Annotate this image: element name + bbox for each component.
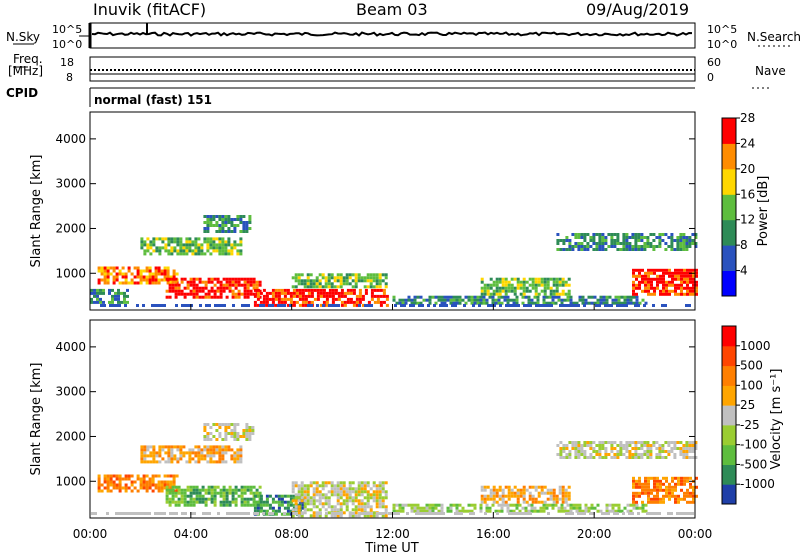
x-tick-label: 08:00 (274, 527, 309, 541)
range-time-band (97, 266, 179, 285)
colorbar-segment (722, 345, 736, 367)
velocity-panel: 1000 2000 3000 4000 Slant Range [km] 1000 50… (29, 304, 784, 554)
colorbar-segment (722, 168, 736, 195)
range-time-band (392, 503, 648, 513)
nsky-series (91, 31, 693, 37)
colorbar-tick-label: -25 (740, 418, 760, 432)
colorbar-segment (722, 385, 736, 406)
range-time-band (291, 273, 388, 289)
nsearch-tick-top: 10^5 (707, 23, 737, 36)
x-tick-label: 20:00 (577, 527, 612, 541)
ground-scatter-strip (100, 304, 691, 307)
y-tick-label: 3000 (55, 385, 86, 399)
colorbar-segment (722, 444, 736, 465)
colorbar-segment (722, 219, 736, 246)
colorbar-tick-label: -500 (740, 457, 767, 471)
range-time-band (480, 277, 571, 296)
y-tick-label: 2000 (55, 429, 86, 443)
nave-tick-bottom: 0 (707, 71, 714, 84)
colorbar-segment (722, 484, 736, 505)
x-tick-label: 00:00 (73, 527, 108, 541)
colorbar-segment (722, 405, 736, 426)
velocity-colorbar-label: Velocity [m s⁻¹] (769, 369, 784, 470)
y-tick-label: 4000 (55, 132, 86, 146)
range-time-band (291, 481, 388, 518)
date-title: 09/Aug/2019 (586, 0, 690, 19)
colorbar-tick-label: 4 (740, 264, 748, 278)
colorbar-tick-label: 12 (740, 213, 755, 227)
velocity-ylabel: Slant Range [km] (29, 363, 44, 476)
colorbar-segment (722, 270, 736, 297)
y-tick-label: 3000 (55, 177, 86, 191)
power-ylabel: Slant Range [km] (29, 155, 44, 268)
colorbar-tick-label: 28 (740, 111, 755, 125)
y-tick-label: 1000 (55, 474, 86, 488)
nave-label: Nave (755, 64, 786, 78)
colorbar-segment (722, 365, 736, 386)
colorbar-tick-label: 16 (740, 187, 755, 201)
colorbar-tick-label: 25 (740, 398, 755, 412)
range-time-band (90, 288, 129, 304)
colorbar-tick-label: 100 (740, 378, 763, 392)
colorbar-segment (722, 143, 736, 170)
freq-tick-bottom: 8 (66, 71, 73, 84)
range-time-band (97, 474, 179, 493)
y-tick-label: 4000 (55, 340, 86, 354)
nsearch-tick-bottom: 10^0 (707, 38, 737, 51)
nsky-label: N.Sky (6, 30, 41, 44)
nsky-tick-top: 10^5 (52, 23, 82, 36)
x-tick-label: 04:00 (174, 527, 209, 541)
cpid-label: CPID (6, 86, 39, 100)
range-time-band (140, 445, 243, 464)
colorbar-tick-label: 20 (740, 162, 755, 176)
y-tick-label: 1000 (55, 266, 86, 280)
nsky-strip: 10^5 10^0 10^5 10^0 (13, 22, 790, 51)
range-time-band (203, 423, 255, 441)
y-tick-label: 2000 (55, 221, 86, 235)
colorbar-tick-label: 500 (740, 359, 763, 373)
time-xlabel: Time UT (364, 541, 418, 554)
range-time-band (632, 268, 698, 296)
colorbar-tick-label: 24 (740, 136, 755, 150)
range-time-band (556, 441, 698, 459)
colorbar-segment (722, 194, 736, 221)
colorbar-segment (722, 464, 736, 485)
range-time-band (480, 485, 571, 504)
power-panel: 1000 2000 3000 4000 Slant Range [km] 4 8 12 16… (29, 111, 771, 311)
x-tick-label: 16:00 (476, 527, 511, 541)
freq-label: Freq. (13, 52, 43, 66)
ground-scatter-strip (91, 512, 694, 515)
power-colorbar-label: Power [dB] (756, 176, 771, 247)
nsky-tick-bottom: 10^0 (52, 38, 82, 51)
station-title: Inuvik (fitACF) (93, 0, 207, 19)
colorbar-tick-label: 8 (740, 238, 748, 252)
colorbar-tick-label: 1000 (740, 339, 771, 353)
colorbar-segment (722, 118, 736, 144)
colorbar-tick-label: -1000 (740, 477, 775, 491)
nave-tick-top: 60 (707, 56, 721, 69)
range-time-band (140, 237, 243, 256)
colorbar-tick-label: -100 (740, 438, 767, 452)
colorbar-segment (722, 245, 736, 271)
beam-title: Beam 03 (356, 0, 428, 19)
nsearch-label: N.Search (747, 30, 800, 44)
colorbar-segment (722, 326, 736, 347)
range-time-band (203, 215, 252, 233)
range-time-band (165, 485, 262, 507)
colorbar-segment (722, 424, 736, 446)
freq-tick-top: 18 (60, 56, 74, 69)
x-tick-label: 00:00 (678, 527, 713, 541)
range-time-band (392, 295, 648, 305)
range-time-band (632, 476, 698, 504)
cpid-text: normal (fast) 151 (94, 93, 212, 107)
freq-strip: 18 8 60 0 (13, 56, 772, 89)
x-tick-label: 12:00 (375, 527, 410, 541)
range-time-band (165, 277, 262, 299)
range-time-band (556, 233, 698, 251)
